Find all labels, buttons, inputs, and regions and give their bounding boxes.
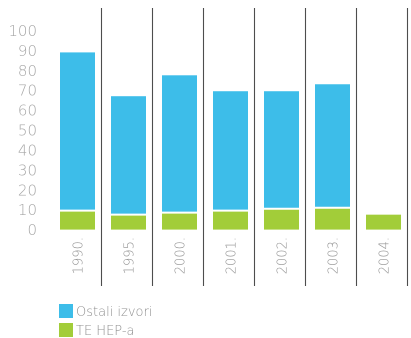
bar-segment-ostali-izvori (162, 75, 197, 213)
y-tick-label: 70 (18, 82, 37, 100)
bar-segment-te-hep-a (264, 208, 299, 230)
bar-segment-te-hep-a (162, 212, 197, 230)
x-tick-label: 2001. (225, 237, 240, 274)
x-tick-label: 1995. (123, 237, 138, 274)
bar-segment-ostali-izvori (60, 52, 95, 211)
y-tick-label: 60 (18, 102, 37, 120)
y-tick-label: 50 (18, 122, 37, 140)
x-tick-label: 1990. (72, 237, 87, 274)
legend: Ostali izvori TE HEP-a (59, 304, 152, 338)
y-tick-label: 40 (18, 141, 37, 159)
x-axis: 1990. 1995. 2000. 2001. 2002. 2003. 2004. (72, 237, 393, 274)
x-tick-label: 2004. (378, 237, 393, 274)
x-tick-label: 2002. (276, 237, 291, 274)
legend-label: Ostali izvori (76, 305, 152, 320)
y-tick-label: 10 (18, 201, 37, 219)
bar-segment-te-hep-a (366, 214, 401, 230)
legend-swatch (59, 323, 73, 337)
bar-segment-ostali-izvori (315, 84, 350, 208)
bar-segment-ostali-izvori (213, 91, 248, 211)
bar-segment-te-hep-a (213, 210, 248, 230)
y-tick-label: 100 (8, 22, 37, 40)
y-tick-label: 20 (18, 181, 37, 199)
legend-swatch (59, 304, 73, 318)
bar-segment-te-hep-a (60, 210, 95, 230)
legend-label: TE HEP-a (76, 324, 135, 338)
column-separators (100, 8, 409, 286)
y-tick-label: 0 (27, 221, 37, 239)
x-tick-label: 2003. (327, 237, 342, 274)
y-tick-label: 30 (18, 161, 37, 179)
bar-segment-ostali-izvori (111, 96, 146, 215)
bars (60, 52, 401, 230)
bar-segment-ostali-izvori (264, 91, 299, 209)
y-tick-label: 90 (18, 42, 37, 60)
bar-segment-te-hep-a (111, 214, 146, 230)
bar-segment-te-hep-a (315, 207, 350, 230)
x-tick-label: 2000. (174, 237, 189, 274)
y-tick-label: 80 (18, 62, 37, 80)
